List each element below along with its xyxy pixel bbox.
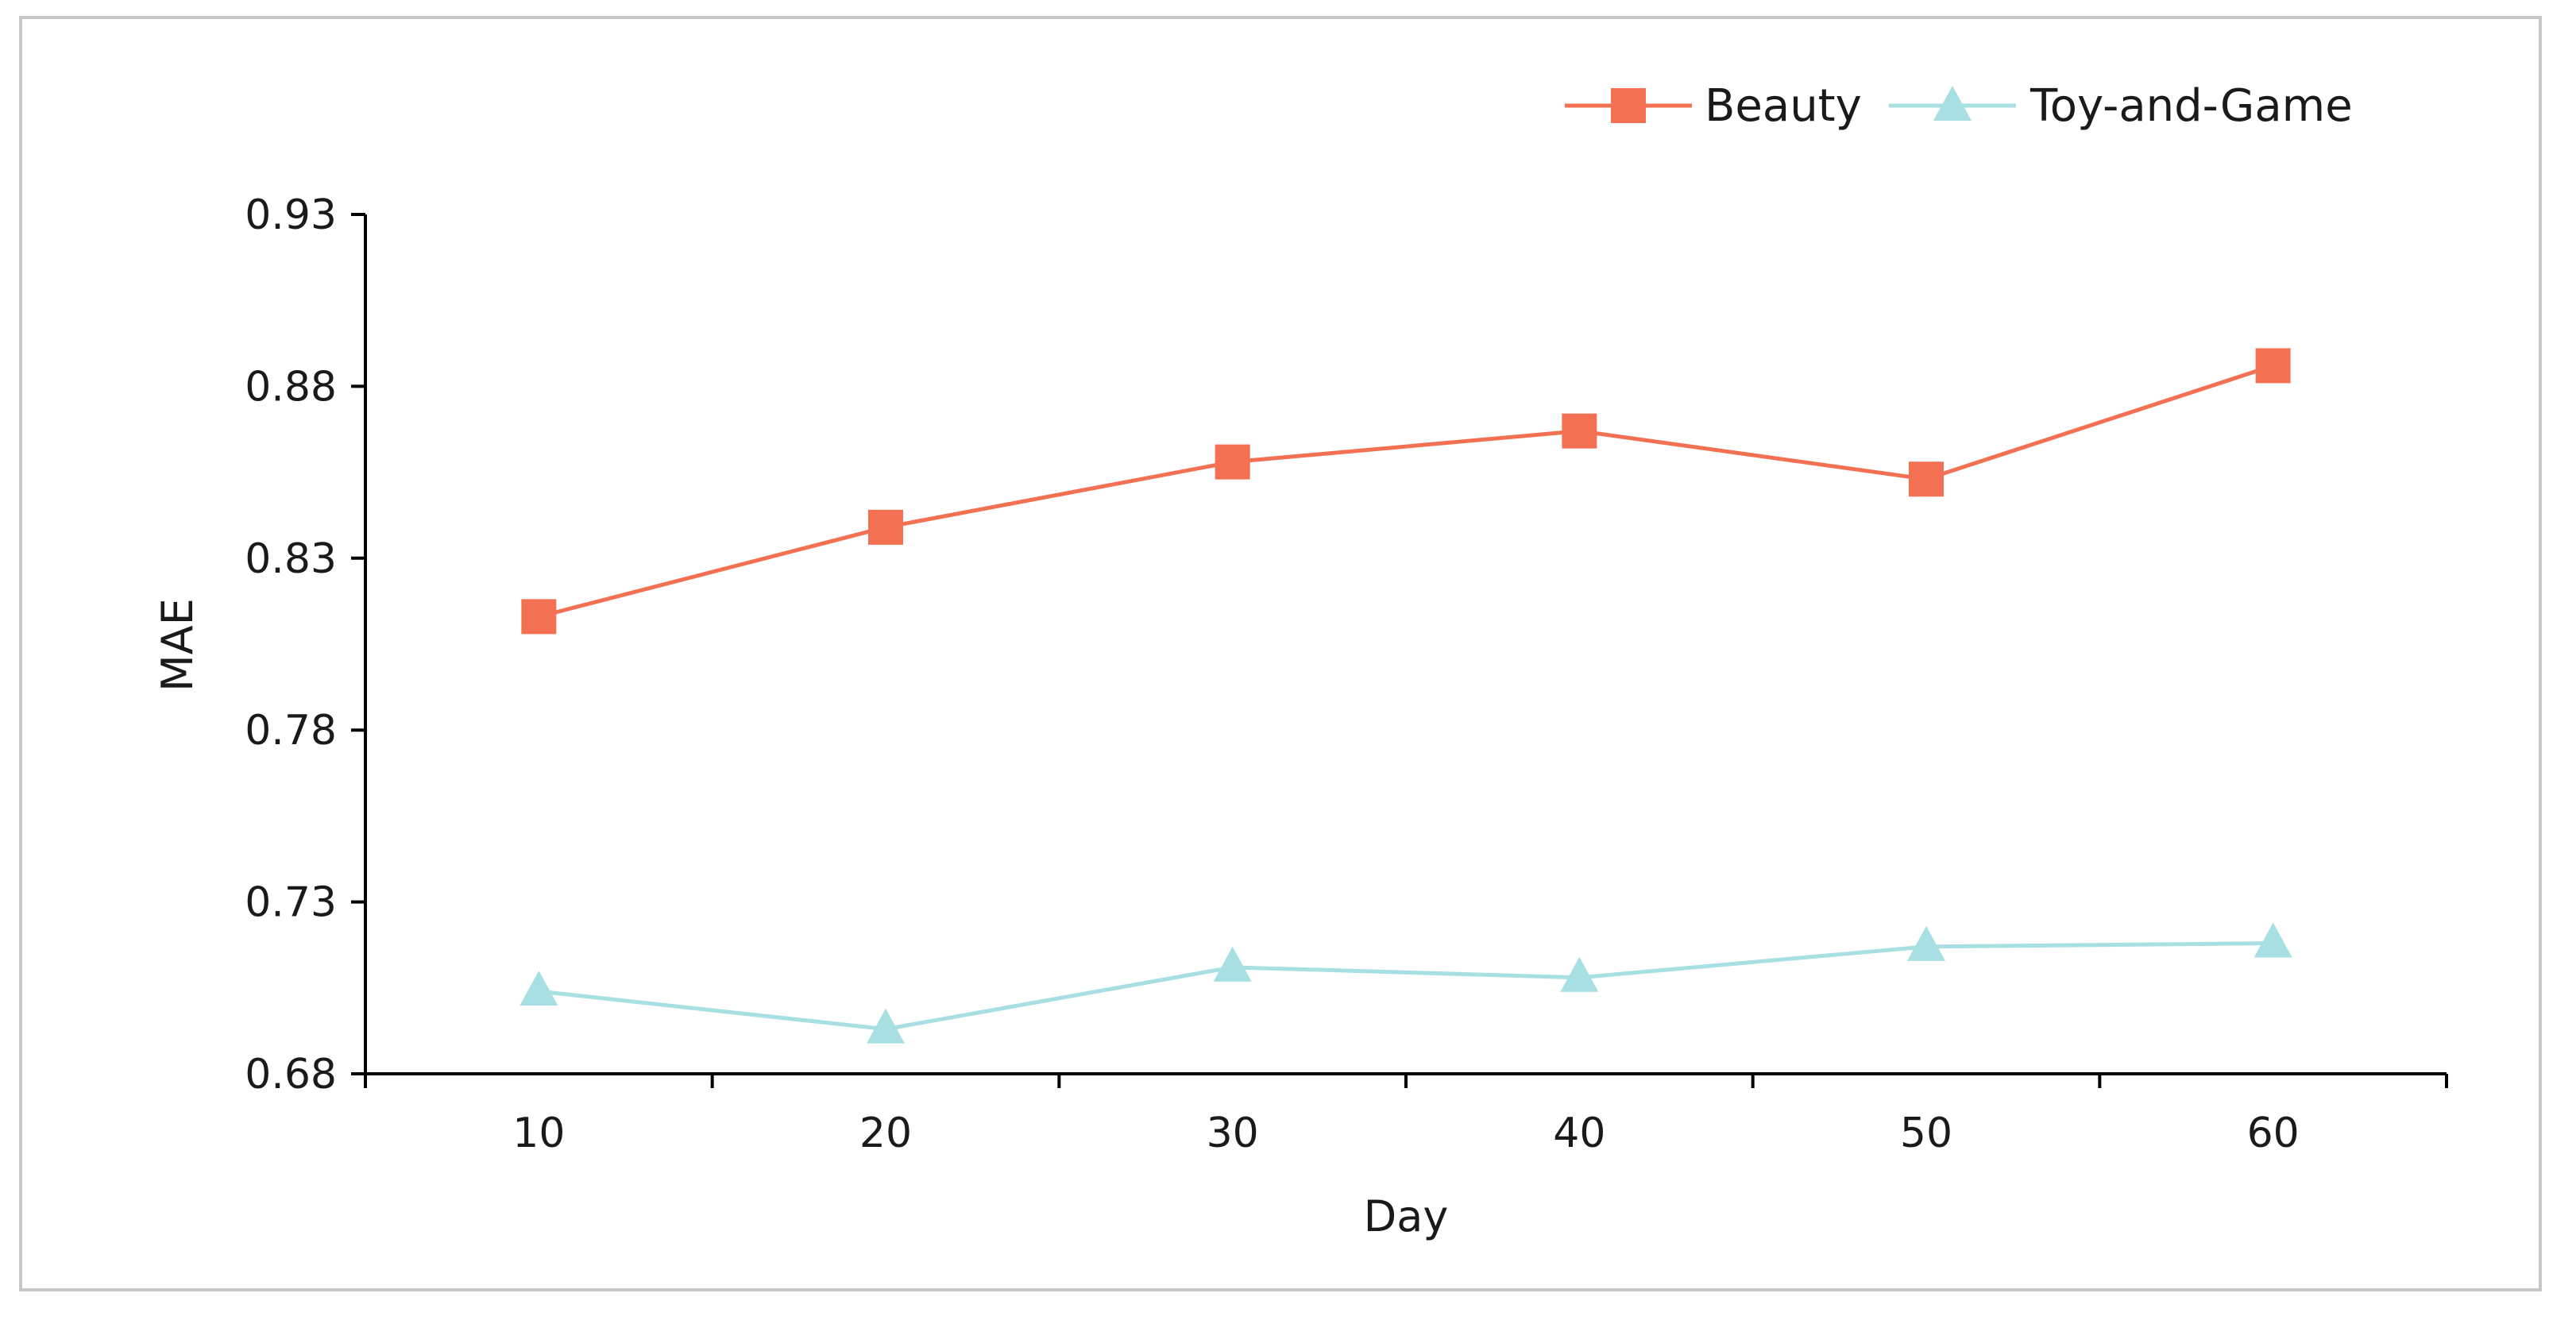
y-tick-label: 0.68 (245, 1051, 337, 1098)
y-tick-label: 0.73 (245, 879, 337, 927)
y-axis-ticks: 0.93 0.88 0.83 0.78 0.73 0.68 (245, 191, 365, 1098)
x-axis-ticks: 10 20 30 40 50 60 (364, 1074, 2448, 1157)
data-point-beauty (2255, 348, 2291, 384)
legend-label-toy-and-game: Toy-and-Game (2030, 80, 2353, 132)
x-tick-label: 10 (512, 1110, 565, 1157)
data-point-beauty (1215, 444, 1250, 480)
data-point-beauty (1562, 413, 1597, 449)
chart-frame (19, 16, 2542, 1291)
legend-marker-toy-and-game (1933, 86, 1972, 121)
data-point-toy-and-game (1560, 956, 1599, 992)
legend-marker-beauty (1611, 88, 1646, 123)
x-tick-label: 40 (1553, 1110, 1605, 1157)
data-point-beauty (521, 599, 557, 635)
data-point-toy-and-game (1907, 925, 1945, 961)
y-tick-label: 0.93 (245, 191, 337, 239)
series-line-beauty (538, 364, 2274, 619)
data-point-toy-and-game (2254, 922, 2292, 958)
x-tick-label: 60 (2247, 1110, 2300, 1157)
data-point-toy-and-game (867, 1008, 905, 1044)
data-point-beauty (1909, 461, 1944, 497)
data-point-toy-and-game (519, 971, 558, 1006)
legend-label-beauty: Beauty (1705, 80, 1862, 132)
data-point-beauty (868, 509, 903, 545)
x-tick-label: 30 (1207, 1110, 1259, 1157)
data-point-toy-and-game (1213, 946, 1252, 982)
y-tick-label: 0.88 (245, 363, 337, 411)
x-tick-label: 50 (1900, 1110, 1952, 1157)
series-line-toy-and-game (539, 941, 2273, 1032)
x-axis-title: Day (1364, 1191, 1449, 1241)
series-layer (519, 348, 2292, 1044)
y-axis-title: MAE (153, 598, 203, 692)
y-tick-label: 0.78 (245, 707, 337, 755)
y-tick-label: 0.83 (245, 535, 337, 583)
x-tick-label: 20 (859, 1110, 912, 1157)
legend: Beauty Toy-and-Game (1565, 80, 2353, 132)
